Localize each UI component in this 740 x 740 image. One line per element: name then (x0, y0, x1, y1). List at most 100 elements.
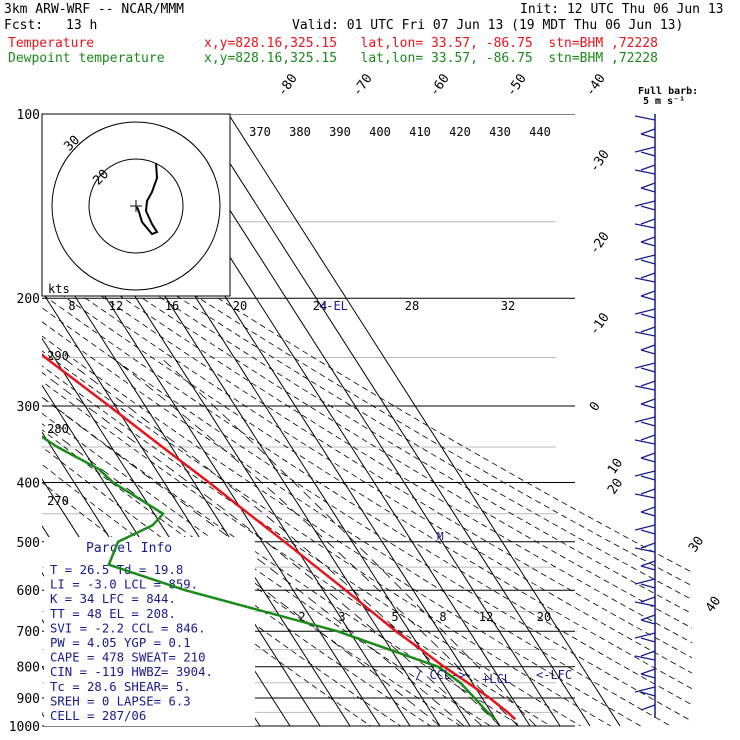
isotherm-label: -40 (583, 71, 609, 99)
forecast-label: Fcst: (4, 18, 44, 33)
dry-adiabat-label: 390 (329, 125, 351, 139)
wind-barb (640, 349, 656, 355)
wind-barb (640, 614, 656, 621)
wind-barb (640, 421, 656, 427)
wind-barb (634, 146, 656, 153)
wind-barb (634, 686, 656, 693)
moist-adiabat-20 (62, 357, 501, 727)
parcel-info-row: Tc = 28.6 SHEAR= 5. (50, 680, 191, 694)
mixing-ratio-label-bottom: 2 (298, 610, 305, 624)
wind-barb (640, 650, 656, 657)
temperature-location: x,y=828.16,325.15 lat,lon= 33.57, -86.75… (204, 36, 658, 51)
el-annotation: <-EL (319, 299, 348, 313)
parcel-info-row: LI = -3.0 LCL = 859. (50, 578, 198, 592)
parcel-info-row: TT = 48 EL = 208. (50, 607, 176, 621)
lfc-annotation: <-LFC (536, 668, 572, 682)
hodograph-ring-20 (88, 158, 184, 254)
hodograph-units: kts (48, 282, 70, 296)
wind-barb (640, 151, 656, 157)
parcel-info-rows: T = 26.5 Td = 19.8 LI = -3.0 LCL = 859. K … (50, 563, 213, 723)
wind-barb (640, 236, 656, 243)
dry-adiabat-label-left: 280 (47, 422, 69, 436)
wind-barb (640, 488, 656, 495)
wind-barb-title-line1: Full barb: (638, 86, 698, 97)
mixing-ratio-label-top: 32 (501, 299, 515, 313)
dry-adiabat-label: 380 (289, 125, 311, 139)
mixing-ratio-label-top: 20 (233, 299, 247, 313)
isotherm-label: 40 (703, 594, 724, 615)
ccl-annotation: / CCL-> (415, 668, 466, 682)
wind-barb (634, 578, 656, 585)
dry-adiabat-370 (42, 293, 692, 706)
dry-adiabat-430 (42, 217, 692, 615)
mixing-ratio-label-top: 16 (165, 299, 179, 313)
dry-adiabat-320 (42, 365, 581, 727)
mixing-ratio-label-top: 8 (68, 299, 75, 313)
valid-time: Valid: 01 UTC Fri 07 Jun 13 (19 MDT Thu … (292, 18, 684, 33)
model-title: 3km ARW-WRF -- NCAR/MMM (4, 2, 185, 17)
wind-barb (634, 385, 656, 391)
forecast-hour: 13 h (66, 18, 98, 33)
pressure-tick-label: 500 (17, 536, 40, 551)
wind-barb (640, 560, 656, 567)
dry-adiabat-label: 370 (249, 125, 271, 139)
wind-barb (640, 506, 656, 513)
wind-barb (640, 398, 656, 405)
wind-barb (640, 344, 656, 351)
pressure-tick-label: 200 (17, 292, 40, 307)
pressure-tick-label: 800 (17, 661, 40, 676)
wind-barb-title-line2: 5 m s⁻¹ (643, 96, 685, 107)
dry-adiabat-340 (42, 335, 641, 727)
dry-adiabat-label: 400 (369, 125, 391, 139)
wind-barb (640, 313, 656, 319)
parcel-info-row: PW = 4.05 YGP = 0.1 (50, 636, 191, 650)
mixing-ratio-label-bottom: 8 (439, 610, 446, 624)
pressure-tick-label: 700 (17, 625, 40, 640)
dry-adiabat-420 (42, 229, 692, 629)
wind-barb (634, 601, 656, 607)
mixing-ratio-label-bottom: 12 (479, 610, 493, 624)
wind-barb (640, 218, 656, 225)
wind-barb (634, 524, 656, 531)
hodograph-trace (136, 162, 159, 236)
parcel-info-row: SREH = 0 LAPSE= 6.3 (50, 694, 191, 708)
pressure-tick-label: 1000 (9, 720, 40, 735)
dry-adiabat-label-left: 290 (47, 349, 69, 363)
wind-barb (640, 367, 656, 373)
pressure-tick-label: 300 (17, 400, 40, 415)
wind-barb-title: Full barb: 5 m s⁻¹ (638, 86, 698, 107)
parcel-info-row: CELL = 287/06 (50, 709, 146, 723)
wind-barb (634, 331, 656, 337)
wind-barb (634, 277, 656, 283)
isotherm-label: -70 (350, 71, 376, 99)
wind-barb (640, 259, 656, 265)
wind-barb (640, 295, 656, 301)
wind-barb (640, 704, 656, 711)
wind-barb (640, 434, 656, 441)
wind-barb (640, 542, 656, 549)
wind-barb (634, 254, 656, 261)
moist-adiabat-32 (160, 357, 537, 727)
wind-barb (634, 308, 656, 315)
isotherm-60 (227, 114, 621, 727)
isotherm-label: -30 (587, 147, 613, 175)
init-time: Init: 12 UTC Thu 06 Jun 13 (520, 2, 724, 17)
wind-barb (640, 164, 656, 171)
wind-barb (634, 200, 656, 207)
isotherm-label: 10 (605, 456, 626, 477)
wind-barb (640, 326, 656, 333)
dewpoint-location: x,y=828.16,325.15 lat,lon= 33.57, -86.75… (204, 51, 658, 66)
dry-adiabat-410 (42, 241, 692, 644)
lcl-annotation: +LCL (482, 672, 511, 686)
level-annotations: <-EL / CCL-> +LCL <-LFC M (319, 299, 572, 686)
temperature-legend: Temperature (8, 36, 95, 51)
wind-barb (634, 362, 656, 369)
isotherm-label: -50 (504, 71, 530, 99)
isotherm-label: 30 (686, 534, 707, 555)
parcel-info-box: Parcel Info T = 26.5 Td = 19.8 LI = -3.0 … (44, 537, 255, 726)
pressure-tick-label: 900 (17, 692, 40, 707)
dry-adiabat-330 (42, 350, 611, 727)
wind-barb (640, 596, 656, 603)
wind-barb (640, 272, 656, 279)
wind-barb (640, 187, 656, 193)
